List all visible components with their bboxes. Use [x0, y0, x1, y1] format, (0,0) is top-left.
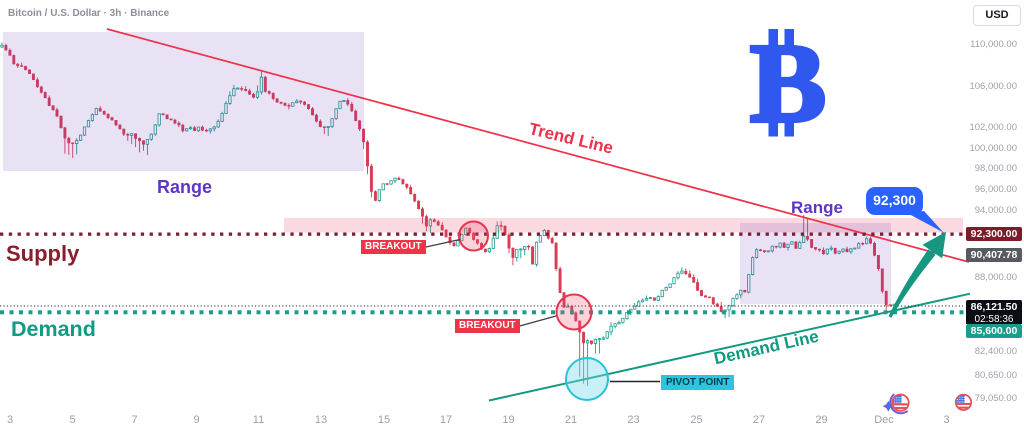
svg-text:B: B: [750, 22, 826, 146]
